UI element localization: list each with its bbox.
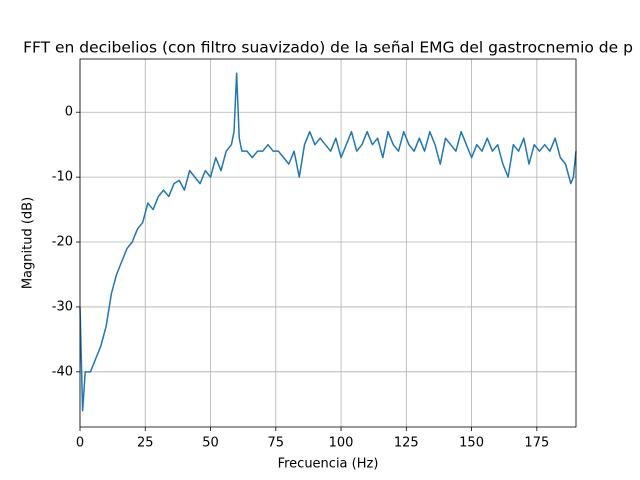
- x-tick-label: 175: [524, 436, 549, 451]
- x-tick-label: 150: [459, 436, 484, 451]
- x-tick-label: 75: [268, 436, 285, 451]
- y-tick-label: -10: [52, 170, 73, 185]
- y-tick-label: -40: [52, 364, 73, 379]
- y-tick-label: -30: [52, 299, 73, 314]
- plot-frame: [79, 58, 577, 428]
- x-tick-label: 50: [202, 436, 219, 451]
- y-tick-label: 0: [65, 105, 73, 120]
- x-tick-label: 125: [394, 436, 419, 451]
- chart-title: FFT en decibelios (con filtro suavizado)…: [23, 39, 633, 57]
- y-tick-label: -20: [52, 235, 73, 250]
- data-line: [79, 72, 577, 412]
- x-axis-label: Frecuencia (Hz): [278, 457, 379, 472]
- x-tick-label: 0: [76, 436, 84, 451]
- x-tick-label: 100: [329, 436, 354, 451]
- x-tick-label: 25: [137, 436, 154, 451]
- y-axis-label: Magnitud (dB): [21, 197, 36, 289]
